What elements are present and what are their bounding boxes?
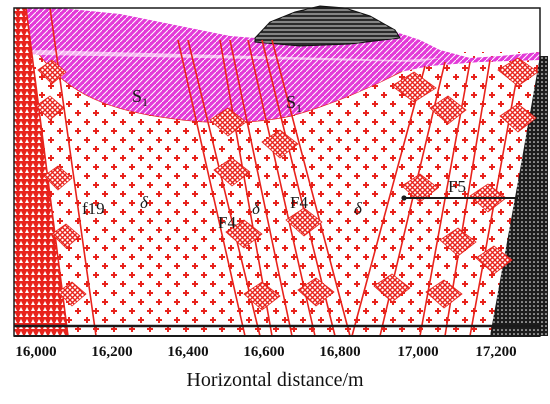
x-tick-4: 16,800 [319, 344, 360, 360]
hill-cap [254, 5, 401, 47]
overburden-white-band [14, 50, 440, 62]
left-wall-zone [14, 8, 68, 336]
label-s1-left: S1 [132, 86, 148, 109]
granite-body [14, 52, 540, 336]
x-tick-5: 17,000 [397, 344, 438, 360]
x-tick-2: 16,400 [167, 344, 208, 360]
x-tick-0: 16,000 [15, 344, 56, 360]
label-f19: f19 [82, 199, 105, 218]
overburden-layer [14, 8, 540, 123]
label-s1-right: S1 [286, 92, 302, 115]
label-f4-right: F4 [290, 193, 308, 212]
label-delta-3: δ [354, 199, 363, 218]
label-delta-2: δ [252, 199, 261, 218]
x-tick-1: 16,200 [91, 344, 132, 360]
f5-pointer-dot [401, 195, 407, 201]
label-f5: F5 [448, 177, 466, 196]
label-delta-1: δ [140, 193, 149, 212]
breccia-clusters [35, 57, 539, 311]
x-tick-6: 17,200 [475, 344, 516, 360]
label-f4-left: F4 [218, 213, 236, 232]
x-axis-title: Horizontal distance/m [186, 369, 364, 391]
x-tick-3: 16,600 [243, 344, 284, 360]
x-axis: 16,000 16,200 16,400 16,600 16,800 17,00… [15, 344, 516, 391]
fault-f19 [25, 7, 97, 337]
